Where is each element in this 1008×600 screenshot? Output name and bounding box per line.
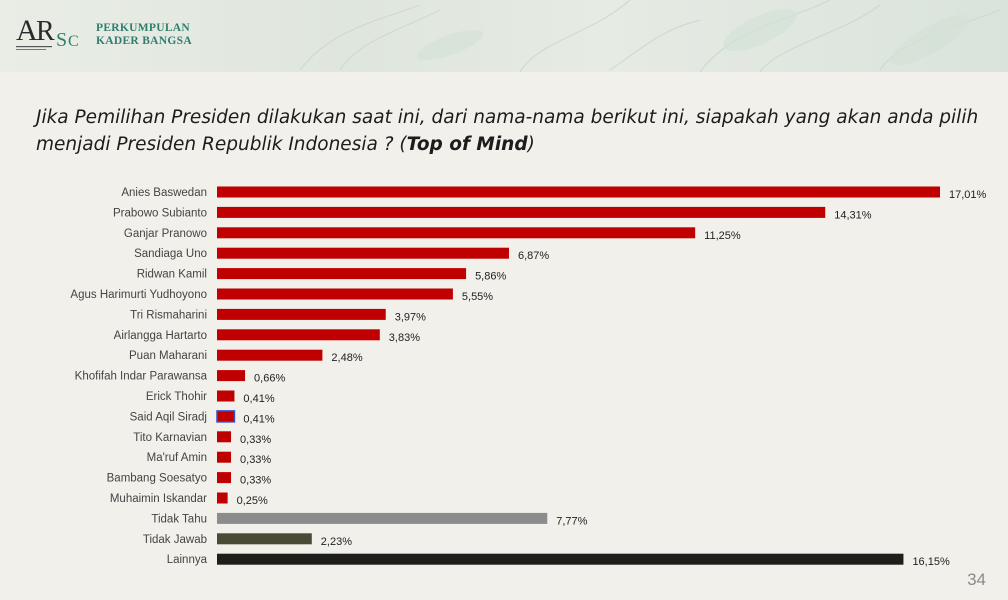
bar-sandiaga-uno bbox=[217, 247, 510, 259]
bar-tidak-jawab bbox=[217, 533, 312, 545]
category-label-sandiaga-uno: Sandiaga Uno bbox=[134, 248, 207, 260]
org-name-line-2: KADER BANGSA bbox=[96, 35, 192, 47]
leaf-pattern-decoration bbox=[299, 0, 1001, 72]
value-label-sandiaga-uno: 6,87% bbox=[518, 250, 549, 262]
bar-lainnya bbox=[217, 553, 904, 565]
bar-puan-maharani bbox=[217, 349, 323, 361]
bar-ganjar-pranowo bbox=[217, 227, 696, 239]
value-label-erick-thohir: 0,41% bbox=[243, 393, 274, 405]
bar-khofifah-indar-parawansa bbox=[217, 370, 246, 382]
category-label-khofifah-indar-parawansa: Khofifah Indar Parawansa bbox=[75, 371, 208, 383]
question-suffix: ) bbox=[527, 134, 535, 155]
top-of-mind-bar-chart: Anies Baswedan 17,01% Prabowo Subianto 14,3… bbox=[70, 186, 987, 568]
category-label-agus-harimurti-yudhoyono: Agus Harimurti Yudhoyono bbox=[70, 289, 207, 301]
question-text: Jika Pemilihan Presiden dilakukan saat i… bbox=[36, 107, 979, 155]
category-label-ganjar-pranowo: Ganjar Pranowo bbox=[124, 228, 207, 240]
bar-anies-baswedan bbox=[217, 186, 940, 198]
bar-ma-ruf-amin bbox=[217, 451, 232, 463]
category-label-muhaimin-iskandar: Muhaimin Iskandar bbox=[110, 493, 207, 505]
value-label-bambang-soesatyo: 0,33% bbox=[240, 475, 271, 487]
value-label-tito-karnavian: 0,33% bbox=[240, 434, 271, 446]
value-label-agus-harimurti-yudhoyono: 5,55% bbox=[462, 291, 493, 303]
value-label-ganjar-pranowo: 11,25% bbox=[704, 230, 741, 242]
svg-text:S: S bbox=[56, 29, 67, 51]
value-label-tidak-tahu: 7,77% bbox=[556, 515, 587, 527]
category-label-lainnya: Lainnya bbox=[167, 554, 208, 566]
svg-text:A: A bbox=[16, 14, 38, 47]
category-label-said-aqil-siradj: Said Aqil Siradj bbox=[130, 411, 207, 423]
category-label-puan-maharani: Puan Maharani bbox=[129, 350, 207, 362]
value-label-tidak-jawab: 2,23% bbox=[321, 536, 352, 548]
category-label-tri-rismaharini: Tri Rismaharini bbox=[130, 309, 207, 321]
value-label-tri-rismaharini: 3,97% bbox=[395, 311, 426, 323]
value-label-anies-baswedan: 17,01% bbox=[949, 189, 987, 201]
category-label-tidak-jawab: Tidak Jawab bbox=[143, 534, 207, 546]
organization-name: PERKUMPULAN KADER BANGSA bbox=[96, 22, 192, 48]
svg-text:C: C bbox=[68, 33, 79, 50]
survey-question: Jika Pemilihan Presiden dilakukan saat i… bbox=[36, 104, 986, 158]
bar-tri-rismaharini bbox=[217, 308, 386, 320]
header-band: A R S C PERKUMPULAN KADER BANGSA bbox=[0, 0, 1008, 72]
bar-airlangga-hartarto bbox=[217, 329, 380, 341]
value-label-khofifah-indar-parawansa: 0,66% bbox=[254, 373, 285, 385]
value-label-ma-ruf-amin: 0,33% bbox=[240, 454, 271, 466]
bar-prabowo-subianto bbox=[217, 206, 826, 218]
bar-said-aqil-siradj bbox=[216, 410, 236, 423]
value-label-ridwan-kamil: 5,86% bbox=[475, 271, 506, 283]
category-label-prabowo-subianto: Prabowo Subianto bbox=[113, 207, 207, 219]
bar-tito-karnavian bbox=[217, 431, 232, 443]
org-name-line-1: PERKUMPULAN bbox=[96, 22, 191, 34]
value-label-puan-maharani: 2,48% bbox=[331, 352, 362, 364]
bar-erick-thohir bbox=[217, 390, 235, 402]
category-label-ridwan-kamil: Ridwan Kamil bbox=[137, 269, 207, 281]
value-label-muhaimin-iskandar: 0,25% bbox=[237, 495, 268, 507]
bar-bambang-soesatyo bbox=[217, 472, 232, 484]
category-label-airlangga-hartarto: Airlangga Hartarto bbox=[114, 330, 207, 342]
value-label-airlangga-hartarto: 3,83% bbox=[389, 332, 420, 344]
svg-text:R: R bbox=[36, 16, 55, 47]
category-label-erick-thohir: Erick Thohir bbox=[146, 391, 207, 403]
arsc-logo: A R S C bbox=[16, 14, 79, 51]
question-emphasis: Top of Mind bbox=[406, 134, 528, 155]
bar-muhaimin-iskandar bbox=[217, 492, 228, 504]
category-label-tito-karnavian: Tito Karnavian bbox=[133, 432, 207, 444]
value-label-lainnya: 16,15% bbox=[912, 556, 950, 568]
category-label-tidak-tahu: Tidak Tahu bbox=[151, 513, 207, 525]
page-number: 34 bbox=[967, 570, 986, 589]
bar-tidak-tahu bbox=[217, 512, 548, 524]
category-label-bambang-soesatyo: Bambang Soesatyo bbox=[107, 473, 207, 485]
value-label-said-aqil-siradj: 0,41% bbox=[243, 413, 274, 425]
category-label-anies-baswedan: Anies Baswedan bbox=[121, 187, 207, 199]
value-label-prabowo-subianto: 14,31% bbox=[834, 209, 872, 221]
bar-agus-harimurti-yudhoyono bbox=[217, 288, 453, 300]
bar-ridwan-kamil bbox=[217, 268, 467, 280]
category-label-ma-ruf-amin: Ma'ruf Amin bbox=[147, 452, 207, 464]
